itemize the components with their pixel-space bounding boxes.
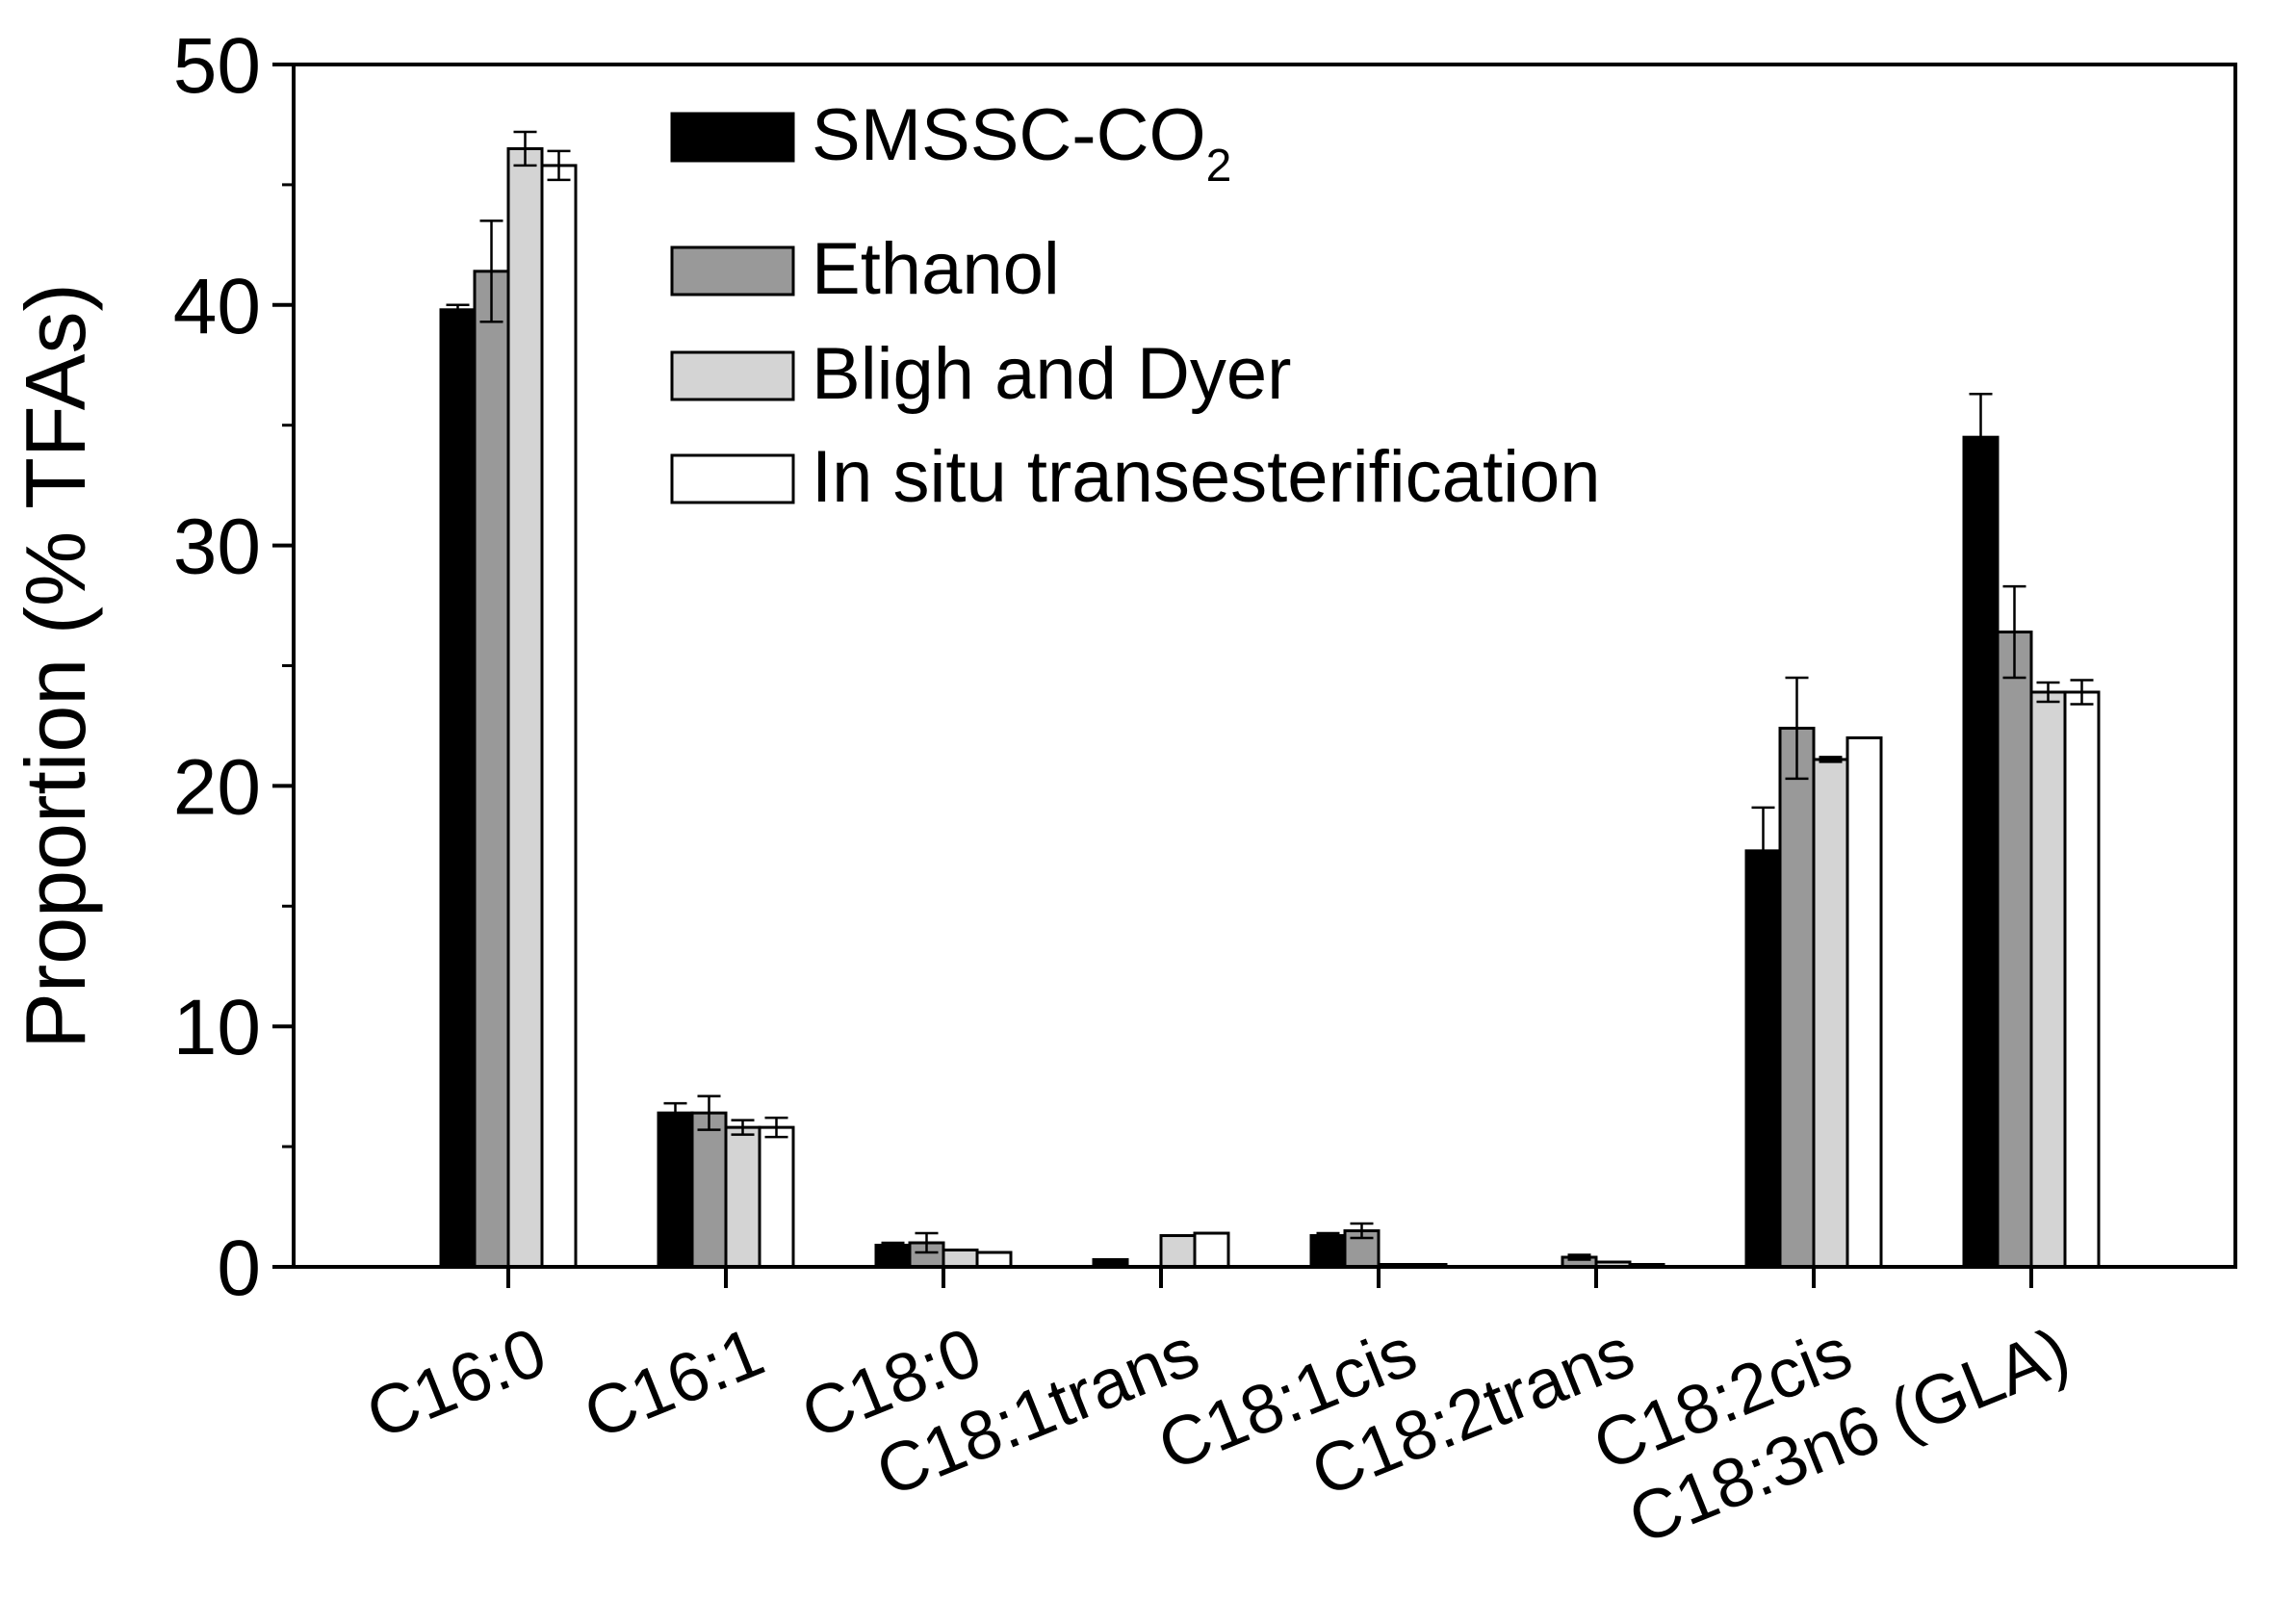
axes bbox=[292, 63, 2237, 1269]
legend-swatch bbox=[670, 112, 795, 163]
bar bbox=[473, 270, 510, 1269]
legend-label-text: Bligh and Dyer bbox=[812, 333, 1292, 415]
category-label: C16:1 bbox=[574, 1313, 774, 1454]
legend: SMSSC-CO2 Ethanol Bligh and Dyer In situ tr… bbox=[670, 94, 1601, 518]
error-bars-layer bbox=[446, 130, 2094, 1261]
bar bbox=[1193, 1231, 1230, 1269]
bar bbox=[657, 1111, 694, 1269]
y-tick-label: 50 bbox=[173, 22, 261, 110]
legend-label: SMSSC-CO2 bbox=[812, 94, 1231, 192]
bar bbox=[942, 1249, 979, 1269]
x-ticks: C16:0 C16:1 C18:0C18:1transC18:1cisC18:2tr… bbox=[356, 1267, 2079, 1560]
category-label: C16:0 bbox=[356, 1313, 556, 1454]
legend-label: Bligh and Dyer bbox=[812, 333, 1292, 415]
legend-label-subscript: 2 bbox=[1206, 141, 1232, 192]
legend-swatch bbox=[670, 453, 795, 504]
bar bbox=[975, 1250, 1013, 1269]
bar bbox=[540, 164, 578, 1269]
y-tick-label: 20 bbox=[173, 743, 261, 831]
bar bbox=[1778, 726, 1816, 1269]
bar bbox=[1159, 1234, 1197, 1269]
bar bbox=[506, 146, 544, 1269]
bar bbox=[1744, 849, 1782, 1269]
y-axis-title: Proportion (% TFAs) bbox=[8, 283, 103, 1049]
bar bbox=[2063, 690, 2101, 1269]
y-tick-label: 0 bbox=[217, 1224, 261, 1312]
bar bbox=[2029, 690, 2067, 1269]
bar bbox=[1962, 435, 2000, 1269]
bars-layer bbox=[439, 146, 2101, 1269]
legend-label-text: In situ transesterification bbox=[812, 436, 1601, 518]
legend-swatch bbox=[670, 350, 795, 401]
bar bbox=[1996, 631, 2033, 1269]
bar bbox=[1812, 758, 1849, 1269]
y-ticks: 0 10 20 30 40 50 bbox=[173, 22, 294, 1312]
bar bbox=[758, 1125, 795, 1269]
bar bbox=[1309, 1234, 1347, 1269]
legend-swatch bbox=[670, 245, 795, 296]
plot-frame bbox=[292, 63, 2237, 1269]
legend-label: Ethanol bbox=[812, 228, 1060, 310]
bar bbox=[690, 1111, 728, 1269]
y-tick-label: 10 bbox=[173, 984, 261, 1071]
legend-label-text: SMSSC-CO bbox=[812, 94, 1206, 176]
bar bbox=[1845, 735, 1883, 1269]
y-tick-label: 30 bbox=[173, 503, 261, 591]
legend-label: In situ transesterification bbox=[812, 436, 1601, 518]
y-tick-label: 40 bbox=[173, 263, 261, 350]
legend-label-text: Ethanol bbox=[812, 228, 1060, 310]
bar bbox=[439, 308, 477, 1269]
bar bbox=[724, 1125, 761, 1269]
